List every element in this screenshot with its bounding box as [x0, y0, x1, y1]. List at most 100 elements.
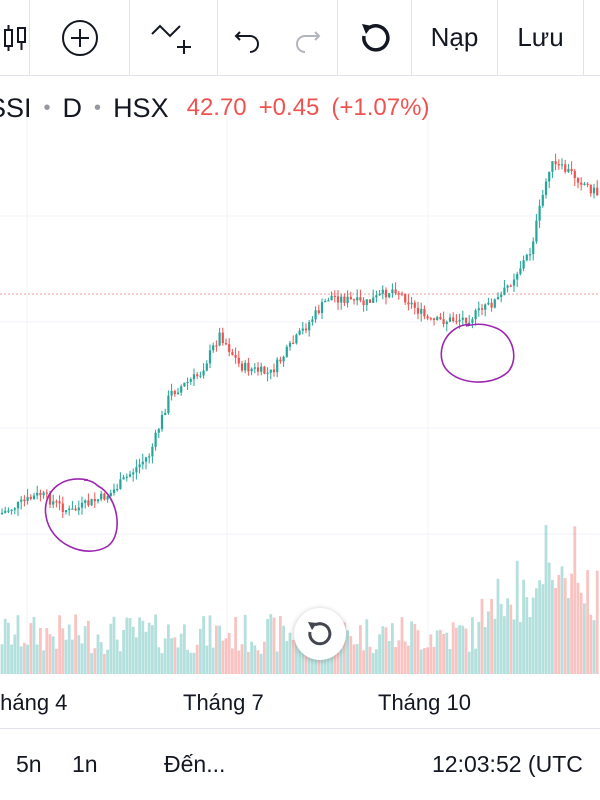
candle-body [359, 297, 362, 301]
volume-bar [224, 638, 228, 674]
volume-bar [522, 579, 525, 674]
volume-bar [359, 625, 362, 674]
clock-timezone[interactable]: 12:03:52 (UTC [432, 751, 583, 777]
candle-body [125, 476, 128, 478]
symbol-legend[interactable]: SSI • D • HSX 42.70 +0.45 (+1.07%) [0, 86, 429, 130]
volume-bar [506, 598, 509, 674]
toolbar-overflow[interactable] [584, 0, 600, 75]
indicators-button[interactable] [0, 0, 30, 75]
volume-bar [13, 634, 17, 674]
volume-bar [583, 603, 586, 674]
redo-icon[interactable] [291, 22, 323, 54]
candle-body [452, 317, 455, 322]
undo-icon[interactable] [232, 22, 264, 54]
candle-body [589, 184, 592, 194]
volume-bar [339, 626, 343, 674]
volume-bar [477, 621, 481, 674]
volume-bar [451, 622, 455, 674]
volume-bar [480, 598, 484, 674]
candle-body [4, 510, 7, 513]
load-button[interactable]: Nạp [412, 0, 498, 75]
volume-bar [147, 622, 151, 674]
candle-body [426, 316, 429, 319]
candle-body [506, 285, 509, 288]
volume-bar [176, 647, 180, 674]
symbol-ticker: SSI [0, 92, 32, 123]
candle-body [567, 168, 570, 172]
volume-bar [416, 630, 420, 674]
volume-bar [64, 639, 68, 674]
candle-body [464, 317, 468, 324]
candle-body [394, 289, 397, 294]
volume-bar [173, 637, 177, 674]
top-toolbar: Nạp Lưu [0, 0, 600, 76]
candle-body [0, 512, 4, 515]
range-5y-button[interactable]: 5n [16, 751, 42, 777]
candle-body [413, 302, 416, 308]
volume-bar [483, 627, 487, 674]
candle-body [68, 508, 71, 511]
candle-body [224, 343, 228, 345]
volume-bar [442, 633, 445, 674]
volume-bar [288, 632, 292, 674]
candle-body [471, 319, 474, 323]
volume-bar [67, 624, 71, 674]
volume-bar [151, 625, 154, 674]
range-1y-button[interactable]: 1n [72, 751, 98, 777]
candle-body [186, 381, 189, 384]
candle-body [64, 510, 68, 512]
volume-bar [333, 650, 337, 674]
candle-body [247, 362, 250, 372]
candle-body [327, 300, 330, 302]
save-button[interactable]: Lưu [498, 0, 584, 75]
reload-button[interactable] [338, 0, 412, 75]
volume-bar [503, 616, 506, 674]
reset-chart-button[interactable] [294, 608, 346, 660]
price-chart[interactable] [0, 76, 600, 680]
candle-body [221, 332, 224, 344]
candle-body [154, 432, 157, 447]
candle-body [314, 310, 317, 320]
candle-body [160, 415, 164, 430]
volume-bar [439, 629, 442, 674]
volume-bar [343, 622, 346, 674]
volume-bar [231, 648, 234, 674]
volume-bar [394, 646, 397, 674]
volume-bar [307, 643, 311, 674]
volume-bar [368, 646, 372, 674]
candle-body [276, 359, 279, 373]
volume-bar [573, 526, 577, 674]
candle-body [592, 187, 596, 194]
candle-body [381, 289, 384, 294]
volume-bar [467, 651, 471, 674]
candle-body [112, 489, 116, 493]
volume-bar [381, 626, 385, 674]
volume-bar [496, 578, 500, 674]
candle-body [106, 496, 109, 500]
goto-date-button[interactable]: Đến... [164, 751, 226, 777]
volume-bar [403, 641, 407, 674]
separator-dot: • [43, 96, 51, 119]
volume-bar [99, 642, 103, 674]
volume-bar [285, 640, 289, 674]
candle-body [292, 342, 295, 345]
volume-bar [74, 614, 77, 674]
save-label: Lưu [517, 22, 564, 52]
candle-body [442, 319, 445, 325]
drawing-tool-button[interactable] [130, 0, 218, 75]
volume-bar [525, 597, 529, 674]
candle-body [544, 181, 548, 195]
candle-body [77, 507, 80, 511]
volume-bar [541, 584, 545, 674]
candles-icon [3, 24, 26, 51]
volume-bar [551, 580, 554, 674]
volume-bar [266, 619, 269, 674]
drawing-tool-icon [150, 24, 191, 54]
add-button[interactable] [30, 0, 130, 75]
candle-body [231, 351, 234, 355]
volume-bar [131, 626, 135, 674]
volume-bar [595, 570, 599, 674]
candle-body [116, 488, 119, 491]
volume-bar [519, 622, 522, 674]
candle-body [388, 293, 391, 298]
